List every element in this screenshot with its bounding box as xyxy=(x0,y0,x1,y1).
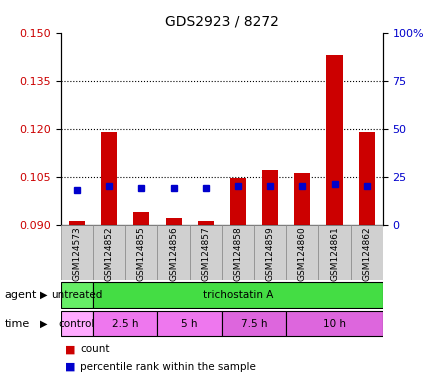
Text: GSM124852: GSM124852 xyxy=(105,226,113,281)
Text: 2.5 h: 2.5 h xyxy=(112,318,138,329)
Text: GSM124860: GSM124860 xyxy=(297,226,306,281)
Bar xyxy=(61,225,93,280)
Text: ▶: ▶ xyxy=(39,290,47,300)
Bar xyxy=(69,222,85,225)
Bar xyxy=(318,225,350,280)
Bar xyxy=(286,311,382,336)
Title: GDS2923 / 8272: GDS2923 / 8272 xyxy=(164,15,278,29)
Bar xyxy=(93,225,125,280)
Text: 7.5 h: 7.5 h xyxy=(240,318,266,329)
Bar xyxy=(253,225,286,280)
Bar xyxy=(286,225,318,280)
Text: GSM124859: GSM124859 xyxy=(265,226,274,281)
Bar xyxy=(133,212,149,225)
Bar xyxy=(230,178,246,225)
Text: 10 h: 10 h xyxy=(322,318,345,329)
Bar xyxy=(157,311,221,336)
Bar xyxy=(221,225,253,280)
Text: percentile rank within the sample: percentile rank within the sample xyxy=(80,362,256,372)
Text: count: count xyxy=(80,344,110,354)
Bar xyxy=(61,282,93,308)
Text: GSM124861: GSM124861 xyxy=(329,226,338,281)
Bar xyxy=(358,132,374,225)
Bar xyxy=(165,218,181,225)
Bar xyxy=(350,225,382,280)
Text: control: control xyxy=(59,318,95,329)
Bar xyxy=(197,222,214,225)
Bar xyxy=(61,311,93,336)
Text: GSM124857: GSM124857 xyxy=(201,226,210,281)
Text: agent: agent xyxy=(4,290,36,300)
Bar xyxy=(221,311,286,336)
Text: GSM124573: GSM124573 xyxy=(72,226,81,281)
Bar xyxy=(189,225,221,280)
Text: ■: ■ xyxy=(65,362,76,372)
Text: ▶: ▶ xyxy=(39,318,47,329)
Text: ■: ■ xyxy=(65,344,76,354)
Text: untreated: untreated xyxy=(51,290,102,300)
Text: GSM124856: GSM124856 xyxy=(169,226,178,281)
Bar xyxy=(125,225,157,280)
Text: trichostatin A: trichostatin A xyxy=(202,290,273,300)
Bar xyxy=(157,225,189,280)
Bar xyxy=(326,55,342,225)
Bar xyxy=(93,311,157,336)
Text: 5 h: 5 h xyxy=(181,318,197,329)
Text: GSM124862: GSM124862 xyxy=(362,226,370,281)
Bar xyxy=(262,170,278,225)
Text: GSM124858: GSM124858 xyxy=(233,226,242,281)
Text: GSM124855: GSM124855 xyxy=(137,226,145,281)
Bar xyxy=(101,132,117,225)
Bar xyxy=(294,174,310,225)
Text: time: time xyxy=(4,318,30,329)
